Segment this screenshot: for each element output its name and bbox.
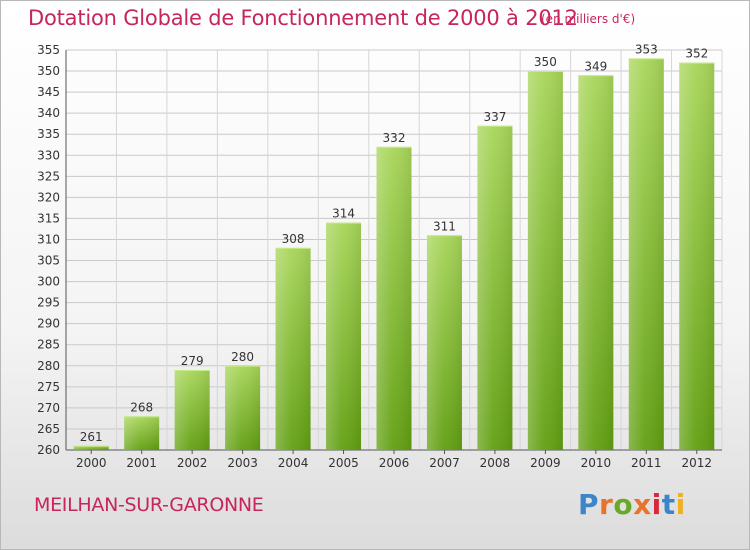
- x-tick-label-2009: 2009: [530, 456, 561, 470]
- x-tick-label-2002: 2002: [177, 456, 208, 470]
- data-label-2004: 308: [282, 232, 305, 246]
- x-tick-label-2005: 2005: [328, 456, 359, 470]
- data-label-2002: 279: [181, 354, 204, 368]
- x-tick-label-2012: 2012: [681, 456, 712, 470]
- logo-letter: r: [599, 488, 614, 521]
- bar-sheen-2001: [124, 416, 160, 450]
- y-tick-label: 275: [37, 380, 60, 394]
- logo-letter: x: [633, 488, 652, 521]
- bar-sheen-2008: [477, 125, 513, 450]
- data-label-2009: 350: [534, 55, 557, 69]
- bar-sheen-2006: [376, 146, 412, 450]
- bar-sheen-2000: [73, 445, 109, 450]
- town-name: MEILHAN-SUR-GARONNE: [34, 494, 264, 516]
- data-label-2005: 314: [332, 207, 355, 221]
- data-label-2000: 261: [80, 430, 103, 444]
- data-label-2010: 349: [584, 59, 607, 73]
- y-tick-label: 260: [37, 443, 60, 457]
- x-tick-label-2003: 2003: [227, 456, 258, 470]
- logo-letter: i: [675, 488, 686, 521]
- y-tick-label: 270: [37, 401, 60, 415]
- bar-sheen-2002: [174, 370, 210, 450]
- x-tick-label-2010: 2010: [581, 456, 612, 470]
- bar-sheen-2004: [275, 247, 311, 450]
- logo-letter: t: [661, 488, 676, 521]
- y-tick-label: 350: [37, 64, 60, 78]
- y-tick-label: 280: [37, 359, 60, 373]
- y-tick-label: 295: [37, 296, 60, 310]
- x-tick-label-2007: 2007: [429, 456, 460, 470]
- data-label-2003: 280: [231, 350, 254, 364]
- bar-sheen-2005: [326, 222, 362, 450]
- data-label-2007: 311: [433, 219, 456, 233]
- data-label-2008: 337: [483, 110, 506, 124]
- x-tick-label-2008: 2008: [480, 456, 511, 470]
- bar-sheen-2010: [578, 75, 614, 451]
- data-label-2011: 353: [635, 42, 658, 56]
- logo-letter: P: [578, 488, 600, 521]
- x-tick-label-2001: 2001: [126, 456, 157, 470]
- proxiti-logo[interactable]: Proxiti: [578, 488, 686, 521]
- bar-sheen-2011: [628, 58, 664, 450]
- bars: [73, 58, 715, 451]
- x-tick-label-2000: 2000: [76, 456, 107, 470]
- y-tick-label: 325: [37, 169, 60, 183]
- x-tick-label-2006: 2006: [379, 456, 410, 470]
- y-tick-label: 300: [37, 275, 60, 289]
- axes: 260 265 270 275 280 285 290 295 300 305 310 315 320 3…: [37, 43, 722, 470]
- logo-letter: i: [651, 488, 662, 521]
- bar-sheen-2003: [225, 365, 261, 450]
- y-tick-label: 320: [37, 190, 60, 204]
- y-tick-label: 305: [37, 254, 60, 268]
- data-labels: 261 268 279 280 308 314 332 311 337 350 349 353 352: [80, 42, 708, 443]
- y-tick-label: 345: [37, 85, 60, 99]
- data-label-2001: 268: [130, 400, 153, 414]
- x-tick-label-2004: 2004: [278, 456, 309, 470]
- y-tick-label: 285: [37, 338, 60, 352]
- y-tick-label: 335: [37, 127, 60, 141]
- y-tick-label: 310: [37, 232, 60, 246]
- y-tick-label: 265: [37, 422, 60, 436]
- y-tick-label: 330: [37, 148, 60, 162]
- chart-unit: (en milliers d'€): [541, 12, 636, 26]
- bar-sheen-2009: [527, 71, 563, 450]
- logo-letter: o: [613, 488, 634, 521]
- chart-title: Dotation Globale de Fonctionnement de 20…: [28, 6, 578, 30]
- y-tick-label: 355: [37, 43, 60, 57]
- data-label-2006: 332: [383, 131, 406, 145]
- x-tick-label-2011: 2011: [631, 456, 662, 470]
- bar-sheen-2007: [426, 235, 462, 450]
- bar-sheen-2012: [679, 62, 715, 450]
- y-tick-label: 340: [37, 106, 60, 120]
- y-tick-label: 290: [37, 317, 60, 331]
- y-tick-label: 315: [37, 211, 60, 225]
- data-label-2012: 352: [685, 47, 708, 61]
